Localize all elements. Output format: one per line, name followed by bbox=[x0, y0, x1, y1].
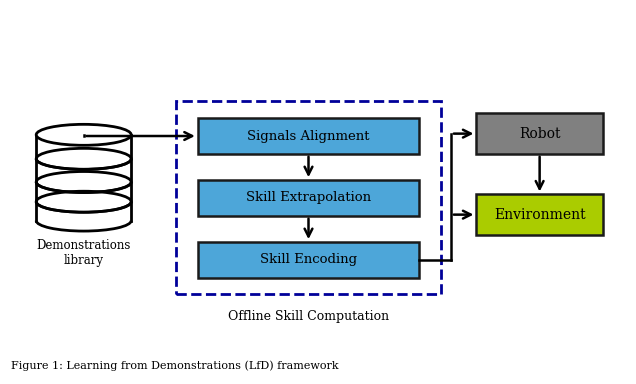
Bar bbox=[176, 101, 441, 295]
Text: Environment: Environment bbox=[494, 208, 586, 222]
FancyBboxPatch shape bbox=[198, 242, 419, 278]
Text: Demonstrations
library: Demonstrations library bbox=[36, 239, 131, 267]
FancyBboxPatch shape bbox=[198, 118, 419, 154]
Text: Figure 1: Learning from Demonstrations (LfD) framework: Figure 1: Learning from Demonstrations (… bbox=[11, 361, 338, 371]
FancyBboxPatch shape bbox=[476, 113, 603, 154]
Text: Signals Alignment: Signals Alignment bbox=[247, 129, 370, 142]
Text: Skill Extrapolation: Skill Extrapolation bbox=[246, 192, 371, 204]
FancyBboxPatch shape bbox=[476, 194, 603, 235]
Text: Offline Skill Computation: Offline Skill Computation bbox=[228, 310, 389, 323]
Text: Skill Encoding: Skill Encoding bbox=[260, 253, 357, 266]
Ellipse shape bbox=[36, 124, 131, 145]
Text: Robot: Robot bbox=[519, 127, 560, 141]
FancyBboxPatch shape bbox=[198, 180, 419, 216]
FancyBboxPatch shape bbox=[36, 135, 131, 220]
